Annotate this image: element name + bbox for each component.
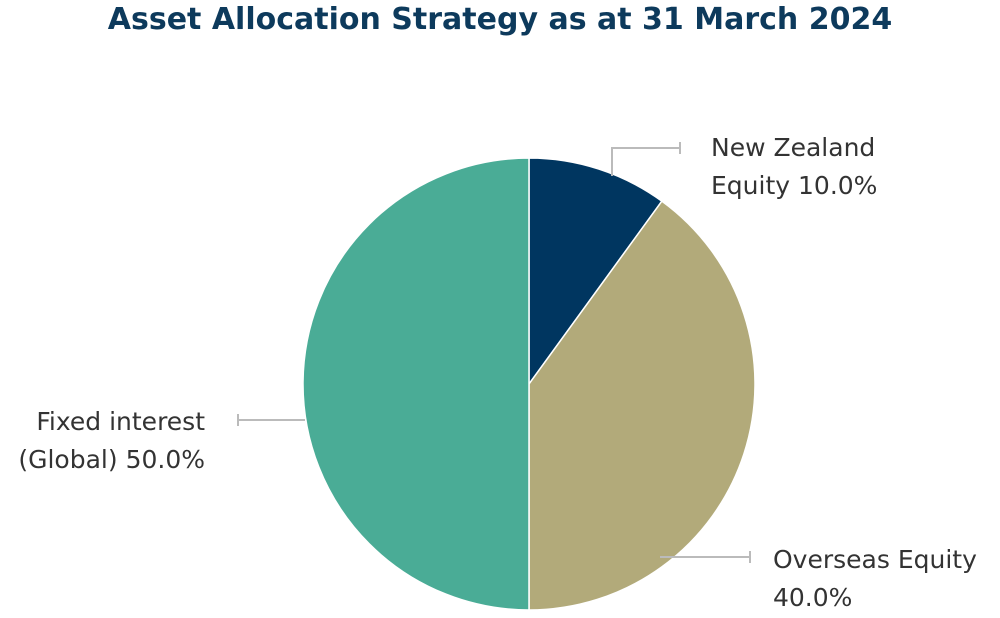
category-label: New Zealand Equity bbox=[711, 133, 876, 200]
category-label: Fixed interest (Global) bbox=[18, 407, 205, 474]
pie-slice bbox=[528, 157, 663, 387]
value-label: 10.0% bbox=[798, 171, 878, 200]
category-label: Overseas Equity bbox=[773, 545, 977, 574]
leader-line bbox=[611, 142, 681, 176]
leader-line bbox=[660, 551, 751, 563]
pie-slice bbox=[302, 157, 530, 611]
pie bbox=[302, 157, 756, 611]
value-label: 40.0% bbox=[773, 583, 853, 612]
pie-slice bbox=[528, 200, 756, 611]
chart-title: Asset Allocation Strategy as at 31 March… bbox=[107, 2, 893, 37]
slice-label: Fixed interest (Global) 50.0% bbox=[0, 403, 205, 479]
slice-label: New Zealand Equity 10.0% bbox=[711, 129, 911, 205]
value-label: 50.0% bbox=[125, 445, 205, 474]
slice-label: Overseas Equity 40.0% bbox=[773, 541, 1000, 617]
leader-line bbox=[237, 414, 305, 426]
